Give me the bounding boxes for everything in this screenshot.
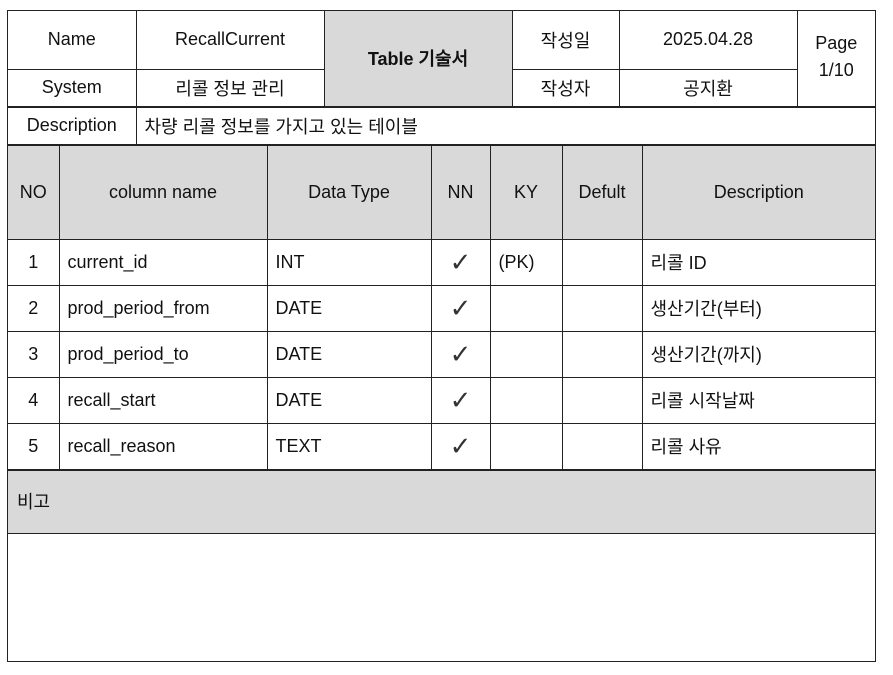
row-data-type: DATE (266, 284, 432, 332)
author-value: 공지환 (618, 68, 797, 107)
written-date-value: 2025.04.28 (618, 11, 798, 70)
row-data-type: DATE (266, 330, 432, 378)
row-no: 5 (8, 422, 60, 470)
row-data-type: TEXT (266, 422, 432, 470)
row-description: 생산기간(부터) (641, 284, 875, 332)
nn-check-icon: ✓ (430, 376, 491, 424)
row-key (489, 376, 563, 424)
table-row: 1 current_id INT ✓ (PK) 리콜 ID (8, 238, 875, 286)
page-cell: Page 1/10 (796, 11, 875, 107)
name-label: Name (8, 11, 137, 70)
author-label: 작성자 (511, 68, 620, 107)
row-column-name: current_id (58, 238, 268, 286)
table-row: 3 prod_period_to DATE ✓ 생산기간(까지) (8, 330, 875, 378)
remarks-label: 비고 (8, 469, 875, 534)
row-default (561, 376, 643, 424)
nn-check-icon: ✓ (430, 238, 491, 286)
row-key (489, 422, 563, 470)
header-table: Name RecallCurrent Table 기술서 작성일 2025.04… (8, 11, 875, 107)
row-description: 리콜 시작날짜 (641, 376, 875, 424)
row-data-type: INT (266, 238, 432, 286)
col-header-column-name: column name (58, 144, 268, 240)
col-header-description: Description (641, 144, 875, 240)
written-date-label: 작성일 (511, 11, 620, 70)
row-default (561, 330, 643, 378)
description-label: Description (8, 106, 137, 145)
table-spec-sheet: Name RecallCurrent Table 기술서 작성일 2025.04… (7, 10, 876, 662)
row-default (561, 422, 643, 470)
row-description: 생산기간(까지) (641, 330, 875, 378)
column-header-row: NO column name Data Type NN KY Defult De… (8, 144, 875, 240)
page-label: Page (815, 33, 858, 53)
system-value: 리콜 정보 관리 (135, 68, 325, 107)
col-header-ky: KY (489, 144, 563, 240)
row-column-name: prod_period_to (58, 330, 268, 378)
nn-check-icon: ✓ (430, 330, 491, 378)
doc-title: Table 기술서 (323, 11, 513, 107)
row-column-name: prod_period_from (58, 284, 268, 332)
system-label: System (8, 68, 137, 107)
table-row: 2 prod_period_from DATE ✓ 생산기간(부터) (8, 284, 875, 332)
row-key: (PK) (489, 238, 563, 286)
nn-check-icon: ✓ (430, 284, 491, 332)
row-data-type: DATE (266, 376, 432, 424)
column-table: NO column name Data Type NN KY Defult De… (8, 144, 875, 470)
row-default (561, 284, 643, 332)
row-no: 2 (8, 284, 60, 332)
page-value: 1/10 (818, 60, 854, 80)
row-description: 리콜 ID (641, 238, 875, 286)
table-row: 4 recall_start DATE ✓ 리콜 시작날짜 (8, 376, 875, 424)
row-description: 리콜 사유 (641, 422, 875, 470)
row-column-name: recall_start (58, 376, 268, 424)
row-default (561, 238, 643, 286)
col-header-nn: NN (430, 144, 491, 240)
row-no: 4 (8, 376, 60, 424)
name-value: RecallCurrent (135, 11, 325, 70)
row-key (489, 330, 563, 378)
row-no: 3 (8, 330, 60, 378)
description-table: Description 차량 리콜 정보를 가지고 있는 테이블 (8, 106, 875, 145)
nn-check-icon: ✓ (430, 422, 491, 470)
row-column-name: recall_reason (58, 422, 268, 470)
row-no: 1 (8, 238, 60, 286)
col-header-no: NO (8, 144, 60, 240)
remarks-content (8, 534, 875, 638)
col-header-data-type: Data Type (266, 144, 432, 240)
row-key (489, 284, 563, 332)
table-row: 5 recall_reason TEXT ✓ 리콜 사유 (8, 422, 875, 470)
col-header-default: Defult (561, 144, 643, 240)
description-value: 차량 리콜 정보를 가지고 있는 테이블 (135, 106, 875, 145)
